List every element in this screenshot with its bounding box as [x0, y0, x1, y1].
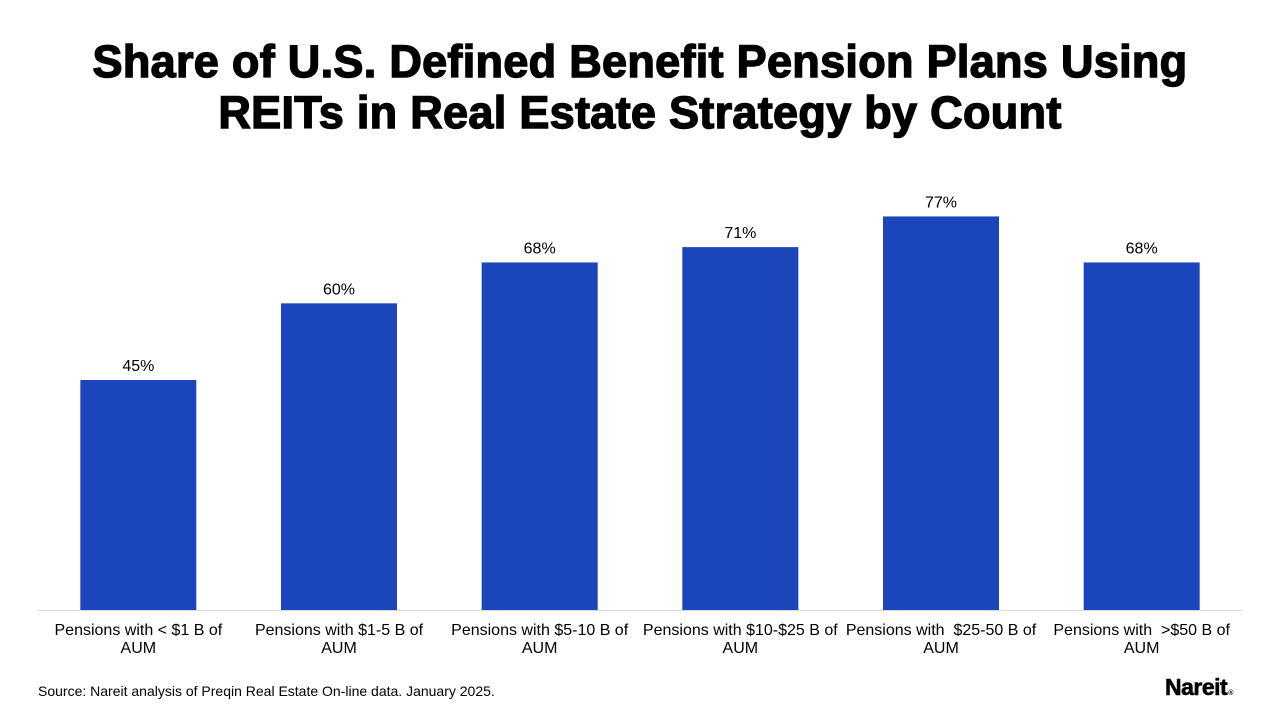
bars-group [80, 216, 1200, 610]
source-note: Source: Nareit analysis of Preqin Real E… [38, 683, 495, 699]
bar-6 [1083, 262, 1200, 610]
bar-value-label-3: 68% [524, 240, 556, 257]
bar-2 [281, 303, 397, 610]
bar-value-label-4: 71% [724, 225, 756, 242]
registered-mark: ® [1228, 690, 1233, 697]
chart-title-line-1: Share of U.S. Defined Benefit Pension Pl… [92, 35, 1188, 87]
chart-title-line-2: REITs in Real Estate Strategy by Count [218, 86, 1062, 138]
bar-5 [883, 216, 999, 610]
category-label-4-line-1: Pensions with $10-$25 B of [643, 622, 838, 639]
category-label-5-line-2: AUM [923, 640, 959, 657]
category-label-3-line-2: AUM [522, 640, 558, 657]
category-label-2-line-2: AUM [321, 640, 357, 657]
nareit-logo-text: Nareit [1165, 674, 1228, 701]
category-label-3-line-1: Pensions with $5-10 B of [451, 622, 629, 639]
category-label-6-line-1: Pensions with >$50 B of [1053, 622, 1230, 639]
bar-4 [682, 247, 799, 610]
bar-value-label-2: 60% [323, 281, 355, 298]
category-label-5-line-1: Pensions with $25-50 B of [846, 622, 1037, 639]
bar-value-label-1: 45% [122, 358, 154, 375]
category-label-2-line-1: Pensions with $1-5 B of [255, 622, 424, 639]
nareit-logo: Nareit® [1165, 674, 1234, 701]
bar-1 [80, 380, 197, 610]
category-label-1-line-1: Pensions with < $1 B of [55, 622, 223, 639]
value-labels-group: 45% 60% 68% 71% 77% 68% [122, 194, 1157, 375]
category-label-6-line-2: AUM [1124, 640, 1160, 657]
bar-3 [481, 262, 598, 610]
category-label-4-line-2: AUM [723, 640, 759, 657]
chart-title: Share of U.S. Defined Benefit Pension Pl… [0, 35, 1280, 138]
bar-value-label-6: 68% [1126, 240, 1158, 257]
category-label-1-line-2: AUM [121, 640, 157, 657]
bar-value-label-5: 77% [925, 194, 957, 211]
